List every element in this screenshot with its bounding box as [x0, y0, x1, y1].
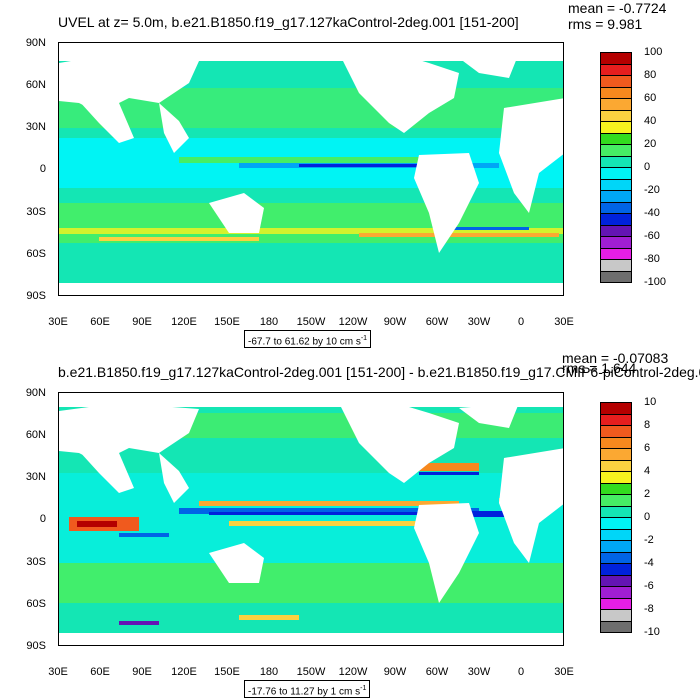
lat-label: 30N [25, 121, 46, 133]
lon-label: 60E [90, 666, 110, 678]
lon-label: 90W [383, 316, 407, 328]
lat-label: 0 [39, 513, 46, 525]
lat-label: 60S [26, 248, 46, 260]
lon-label: 60W [425, 316, 449, 328]
map-plot [58, 392, 564, 646]
lon-label: 120E [171, 666, 197, 678]
lon-label: 30E [554, 316, 574, 328]
mean-value: mean = -0.7724 [568, 0, 667, 16]
lon-label: 90E [132, 666, 152, 678]
map-svg [59, 393, 563, 645]
range-text: -67.7 to 61.62 by 10 cm s [248, 336, 361, 348]
lat-label: 30N [25, 471, 46, 483]
panel-title: UVEL at z= 5.0m, b.e21.B1850.f19_g17.127… [58, 14, 519, 30]
lon-label: 150E [214, 666, 240, 678]
lat-label: 90N [25, 387, 46, 399]
lat-label: 60N [25, 79, 46, 91]
lat-label: 90S [26, 640, 46, 652]
panel-bottom: b.e21.B1850.f19_g17.127kaControl-2deg.00… [0, 350, 700, 700]
colorbar-label: 10 [644, 396, 657, 408]
lon-label: 180 [259, 316, 279, 328]
map-svg [59, 43, 563, 295]
lon-label: 30E [48, 316, 68, 328]
colorbar-label: -4 [644, 557, 654, 569]
range-unit-exponent: -1 [360, 685, 367, 692]
lon-label: 30W [467, 316, 491, 328]
colorbar-label: -6 [644, 580, 654, 592]
range-text: -17.76 to 11.27 by 1 cm s [248, 686, 361, 698]
colorbar-swatch [600, 270, 632, 283]
rms-value: rms = 1.644 [562, 360, 637, 376]
rms-value: rms = 9.981 [568, 16, 643, 32]
lon-label: 120E [171, 316, 197, 328]
lat-label: 30S [26, 556, 46, 568]
lon-label: 60W [425, 666, 449, 678]
mean-value: mean = -0.07083 [562, 350, 669, 366]
colorbar-label: 40 [644, 115, 657, 127]
lon-label: 150E [214, 316, 240, 328]
lon-label: 30E [554, 666, 574, 678]
lon-label: 0 [517, 316, 525, 328]
colorbar-label: 20 [644, 138, 657, 150]
lat-label: 90S [26, 290, 46, 302]
lat-label: 60S [26, 598, 46, 610]
panel-title: b.e21.B1850.f19_g17.127kaControl-2deg.00… [58, 364, 700, 380]
colorbar-label: 4 [644, 465, 651, 477]
contour-range-label: -17.76 to 11.27 by 1 cm s-1 [244, 680, 371, 698]
colorbar-label: -80 [644, 253, 660, 265]
lon-label: 120W [338, 666, 368, 678]
colorbar-label: 0 [644, 511, 651, 523]
colorbar-label: 8 [644, 419, 651, 431]
lon-label: 30E [48, 666, 68, 678]
lon-label: 150W [296, 316, 326, 328]
colorbar-swatch [600, 620, 632, 633]
lon-label: 150W [296, 666, 326, 678]
colorbar-label: -20 [644, 184, 660, 196]
lon-label: 0 [517, 666, 525, 678]
colorbar-label: -8 [644, 603, 654, 615]
colorbar-label: 2 [644, 488, 651, 500]
map-plot [58, 42, 564, 296]
lat-label: 30S [26, 206, 46, 218]
colorbar-label: -60 [644, 230, 660, 242]
lon-label: 120W [338, 316, 368, 328]
colorbar-label: -40 [644, 207, 660, 219]
lat-label: 90N [25, 37, 46, 49]
colorbar-label: -10 [644, 626, 660, 638]
panel-top: UVEL at z= 5.0m, b.e21.B1850.f19_g17.127… [25, 0, 667, 348]
lon-label: 180 [259, 666, 279, 678]
colorbar-label: -2 [644, 534, 654, 546]
colorbar-label: 100 [644, 46, 663, 58]
range-unit-exponent: -1 [360, 335, 368, 342]
colorbar-label: 60 [644, 92, 657, 104]
colorbar-label: -100 [644, 276, 667, 288]
lat-label: 60N [25, 429, 46, 441]
lon-label: 90W [383, 666, 407, 678]
colorbar-label: 0 [644, 161, 651, 173]
lat-label: 0 [39, 163, 46, 175]
lon-label: 60E [90, 316, 110, 328]
lon-label: 90E [132, 316, 152, 328]
colorbar-label: 80 [644, 69, 657, 81]
lon-label: 30W [467, 666, 491, 678]
contour-range-label: -67.7 to 61.62 by 10 cm s-1 [244, 330, 372, 348]
colorbar-label: 6 [644, 442, 651, 454]
